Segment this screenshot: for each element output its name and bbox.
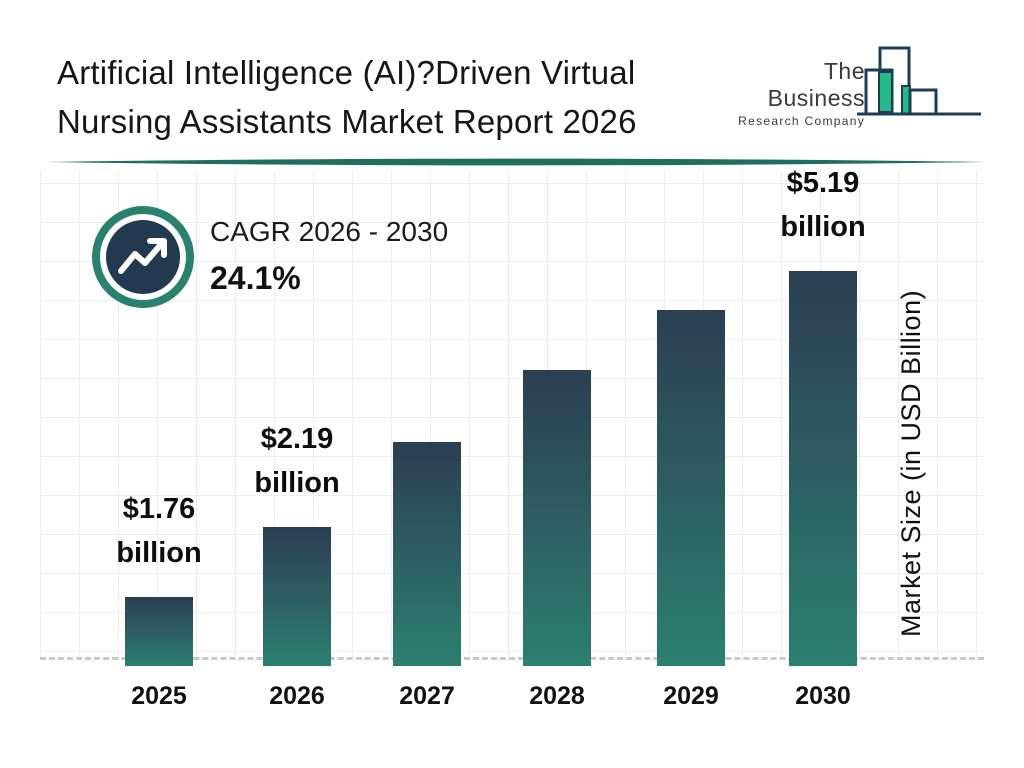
- bar-chart-logo-icon: [857, 46, 981, 116]
- company-logo: The Business Research Company: [725, 38, 995, 133]
- bar-value-line: billion: [254, 467, 340, 499]
- company-subtitle: Research Company: [738, 114, 865, 128]
- x-tick-2030: 2030: [795, 682, 851, 710]
- page-title: Artificial Intelligence (AI)?Driven Virt…: [57, 48, 747, 146]
- x-tick-2025: 2025: [131, 682, 187, 710]
- bar-2026: [263, 527, 331, 666]
- x-tick-2026: 2026: [269, 682, 325, 710]
- x-tick-2027: 2027: [399, 682, 455, 710]
- bar-value-line: $2.19: [260, 423, 334, 455]
- bar-2027: [393, 442, 461, 666]
- bar-value-line: billion: [116, 537, 202, 569]
- bar-2030: [789, 271, 857, 666]
- x-tick-2028: 2028: [529, 682, 585, 710]
- company-name: The Business: [767, 58, 865, 111]
- y-axis-label: Market Size (in USD Billion): [896, 289, 926, 637]
- bar-value-line: billion: [780, 211, 866, 243]
- page-title-line2: Nursing Assistants Market Report 2026: [57, 103, 637, 140]
- bar-value-label-2025: $1.76 billion: [79, 487, 239, 575]
- cagr-period-label: CAGR 2026 - 2030: [210, 216, 449, 247]
- divider-line: [45, 158, 985, 166]
- bar-2025: [125, 597, 193, 666]
- bar-value-line: $5.19: [786, 167, 860, 199]
- cagr-value: 24.1%: [210, 260, 301, 296]
- bar-2029: [657, 310, 725, 666]
- trend-up-icon: [92, 206, 194, 308]
- bar-value-label-2026: $2.19 billion: [217, 417, 377, 505]
- bar-2028: [523, 370, 591, 666]
- bar-value-label-2030: $5.19 billion: [743, 161, 903, 249]
- x-tick-2029: 2029: [663, 682, 719, 710]
- company-logo-text: The Business Research Company: [725, 58, 865, 128]
- page-title-line1: Artificial Intelligence (AI)?Driven Virt…: [57, 54, 636, 91]
- bar-value-line: $1.76: [122, 493, 196, 525]
